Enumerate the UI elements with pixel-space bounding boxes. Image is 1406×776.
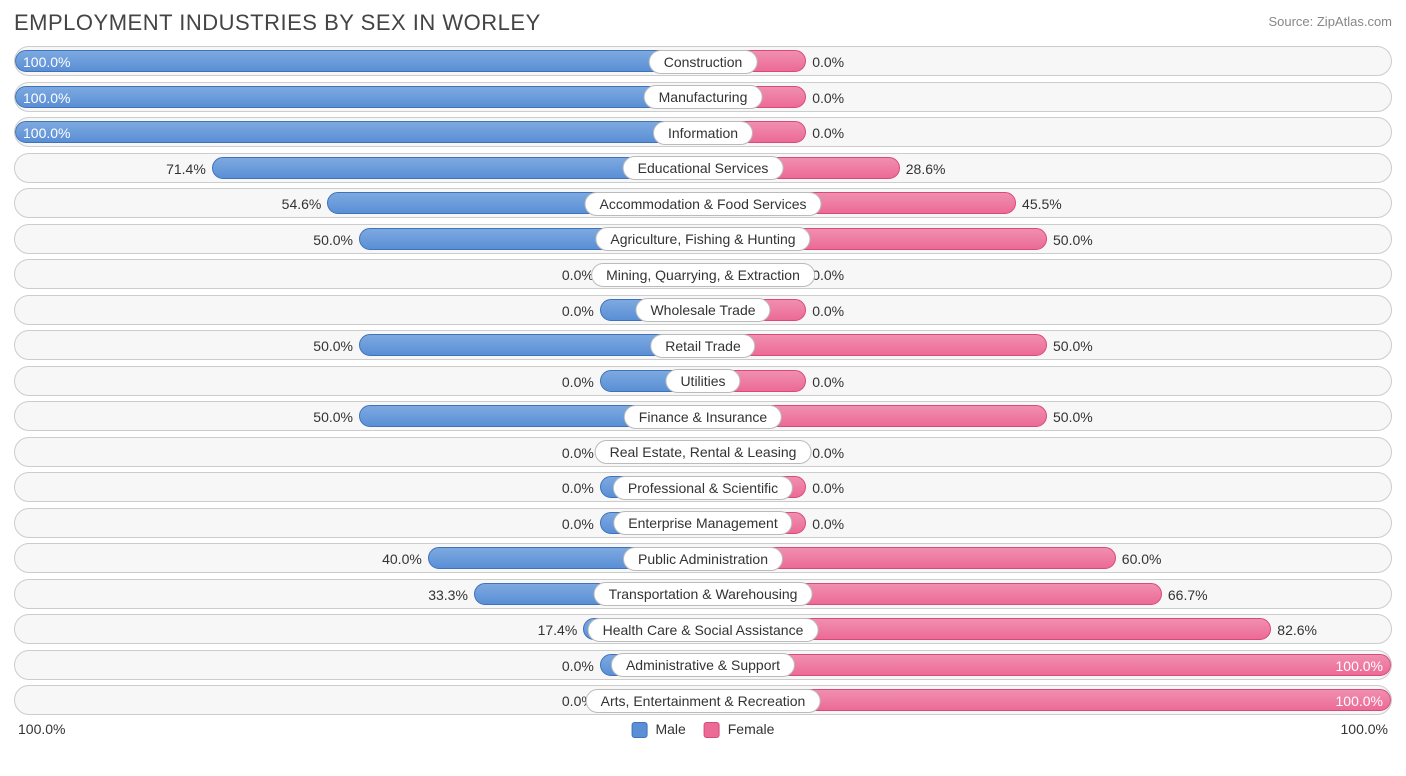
female-pct: 0.0%: [812, 473, 844, 501]
female-swatch-icon: [704, 722, 720, 738]
legend: Male Female: [632, 721, 775, 738]
chart-row: 17.4% 82.6% Health Care & Social Assistanc…: [14, 614, 1392, 644]
female-pct: 0.0%: [812, 118, 844, 146]
female-pct: 0.0%: [812, 47, 844, 75]
male-pct: 71.4%: [166, 154, 206, 182]
category-label: Health Care & Social Assistance: [588, 618, 819, 642]
male-pct: 50.0%: [313, 402, 353, 430]
male-pct: 0.0%: [562, 296, 594, 324]
source-attribution: Source: ZipAtlas.com: [1268, 10, 1392, 29]
category-label: Public Administration: [623, 547, 783, 571]
chart-row: 0.0% 0.0%Real Estate, Rental & Leasing: [14, 437, 1392, 467]
chart-row: 50.0% 50.0% Agriculture, Fishing & Hunting: [14, 224, 1392, 254]
male-pct: 100.0%: [23, 83, 70, 111]
female-pct: 100.0%: [1336, 651, 1383, 679]
female-pct: 82.6%: [1277, 615, 1317, 643]
chart-row: 50.0% 50.0% Finance & Insurance: [14, 401, 1392, 431]
category-label: Transportation & Warehousing: [594, 582, 813, 606]
male-pct: 0.0%: [562, 260, 594, 288]
female-pct: 0.0%: [812, 260, 844, 288]
chart-row: 33.3% 66.7% Transportation & Warehousing: [14, 579, 1392, 609]
female-pct: 0.0%: [812, 83, 844, 111]
chart-row: 0.0% 0.0% Wholesale Trade: [14, 295, 1392, 325]
male-pct: 0.0%: [562, 367, 594, 395]
female-pct: 45.5%: [1022, 189, 1062, 217]
category-label: Educational Services: [623, 156, 784, 180]
category-label: Administrative & Support: [611, 653, 795, 677]
female-pct: 100.0%: [1336, 686, 1383, 714]
category-label: Retail Trade: [650, 334, 755, 358]
male-pct: 0.0%: [562, 438, 594, 466]
chart-row: 40.0% 60.0% Public Administration: [14, 543, 1392, 573]
female-bar: [703, 654, 1391, 676]
female-pct: 66.7%: [1168, 580, 1208, 608]
male-pct: 54.6%: [282, 189, 322, 217]
male-swatch-icon: [632, 722, 648, 738]
chart-row: 50.0% 50.0% Retail Trade: [14, 330, 1392, 360]
female-pct: 60.0%: [1122, 544, 1162, 572]
female-pct: 50.0%: [1053, 225, 1093, 253]
male-pct: 50.0%: [313, 225, 353, 253]
chart-row: 100.0% 0.0% Information: [14, 117, 1392, 147]
category-label: Enterprise Management: [613, 511, 792, 535]
female-pct: 28.6%: [906, 154, 946, 182]
female-pct: 0.0%: [812, 509, 844, 537]
category-label: Information: [653, 121, 753, 145]
male-pct: 40.0%: [382, 544, 422, 572]
axis-label-right: 100.0%: [1341, 721, 1388, 737]
legend-item-female: Female: [704, 721, 775, 738]
male-pct: 0.0%: [562, 509, 594, 537]
legend-item-male: Male: [632, 721, 686, 738]
male-pct: 100.0%: [23, 118, 70, 146]
chart-row: 0.0% 0.0% Enterprise Management: [14, 508, 1392, 538]
header: EMPLOYMENT INDUSTRIES BY SEX IN WORLEY S…: [14, 10, 1392, 36]
legend-female-label: Female: [728, 721, 775, 737]
chart-footer: 100.0% Male Female 100.0%: [14, 721, 1392, 743]
category-label: Agriculture, Fishing & Hunting: [595, 227, 810, 251]
chart-row: 100.0% 0.0% Construction: [14, 46, 1392, 76]
category-label: Utilities: [665, 369, 740, 393]
chart-row: 0.0% 100.0% Administrative & Support: [14, 650, 1392, 680]
axis-label-left: 100.0%: [18, 721, 65, 737]
chart-row: 0.0%100.0%Arts, Entertainment & Recreati…: [14, 685, 1392, 715]
category-label: Accommodation & Food Services: [585, 192, 822, 216]
category-label: Wholesale Trade: [635, 298, 770, 322]
page-title: EMPLOYMENT INDUSTRIES BY SEX IN WORLEY: [14, 10, 541, 36]
female-pct: 50.0%: [1053, 331, 1093, 359]
male-pct: 0.0%: [562, 473, 594, 501]
category-label: Arts, Entertainment & Recreation: [586, 689, 821, 713]
chart-row: 54.6% 45.5% Accommodation & Food Services: [14, 188, 1392, 218]
female-pct: 0.0%: [812, 438, 844, 466]
chart-row: 0.0% 0.0% Utilities: [14, 366, 1392, 396]
male-bar: [15, 50, 703, 72]
chart-row: 71.4% 28.6% Educational Services: [14, 153, 1392, 183]
category-label: Finance & Insurance: [624, 405, 782, 429]
male-pct: 0.0%: [562, 651, 594, 679]
category-label: Construction: [649, 50, 758, 74]
male-bar: [15, 86, 703, 108]
male-pct: 33.3%: [428, 580, 468, 608]
category-label: Manufacturing: [644, 85, 763, 109]
male-pct: 100.0%: [23, 47, 70, 75]
female-pct: 50.0%: [1053, 402, 1093, 430]
category-label: Real Estate, Rental & Leasing: [595, 440, 812, 464]
female-pct: 0.0%: [812, 367, 844, 395]
male-pct: 50.0%: [313, 331, 353, 359]
male-bar: [15, 121, 703, 143]
category-label: Professional & Scientific: [613, 476, 793, 500]
chart-row: 0.0% 0.0%Mining, Quarrying, & Extraction: [14, 259, 1392, 289]
chart-row: 0.0% 0.0% Professional & Scientific: [14, 472, 1392, 502]
category-label: Mining, Quarrying, & Extraction: [591, 263, 815, 287]
diverging-bar-chart: 100.0% 0.0% Construction 100.0% 0.0% Manufact…: [14, 46, 1392, 715]
chart-row: 100.0% 0.0% Manufacturing: [14, 82, 1392, 112]
legend-male-label: Male: [655, 721, 685, 737]
female-pct: 0.0%: [812, 296, 844, 324]
male-pct: 17.4%: [538, 615, 578, 643]
